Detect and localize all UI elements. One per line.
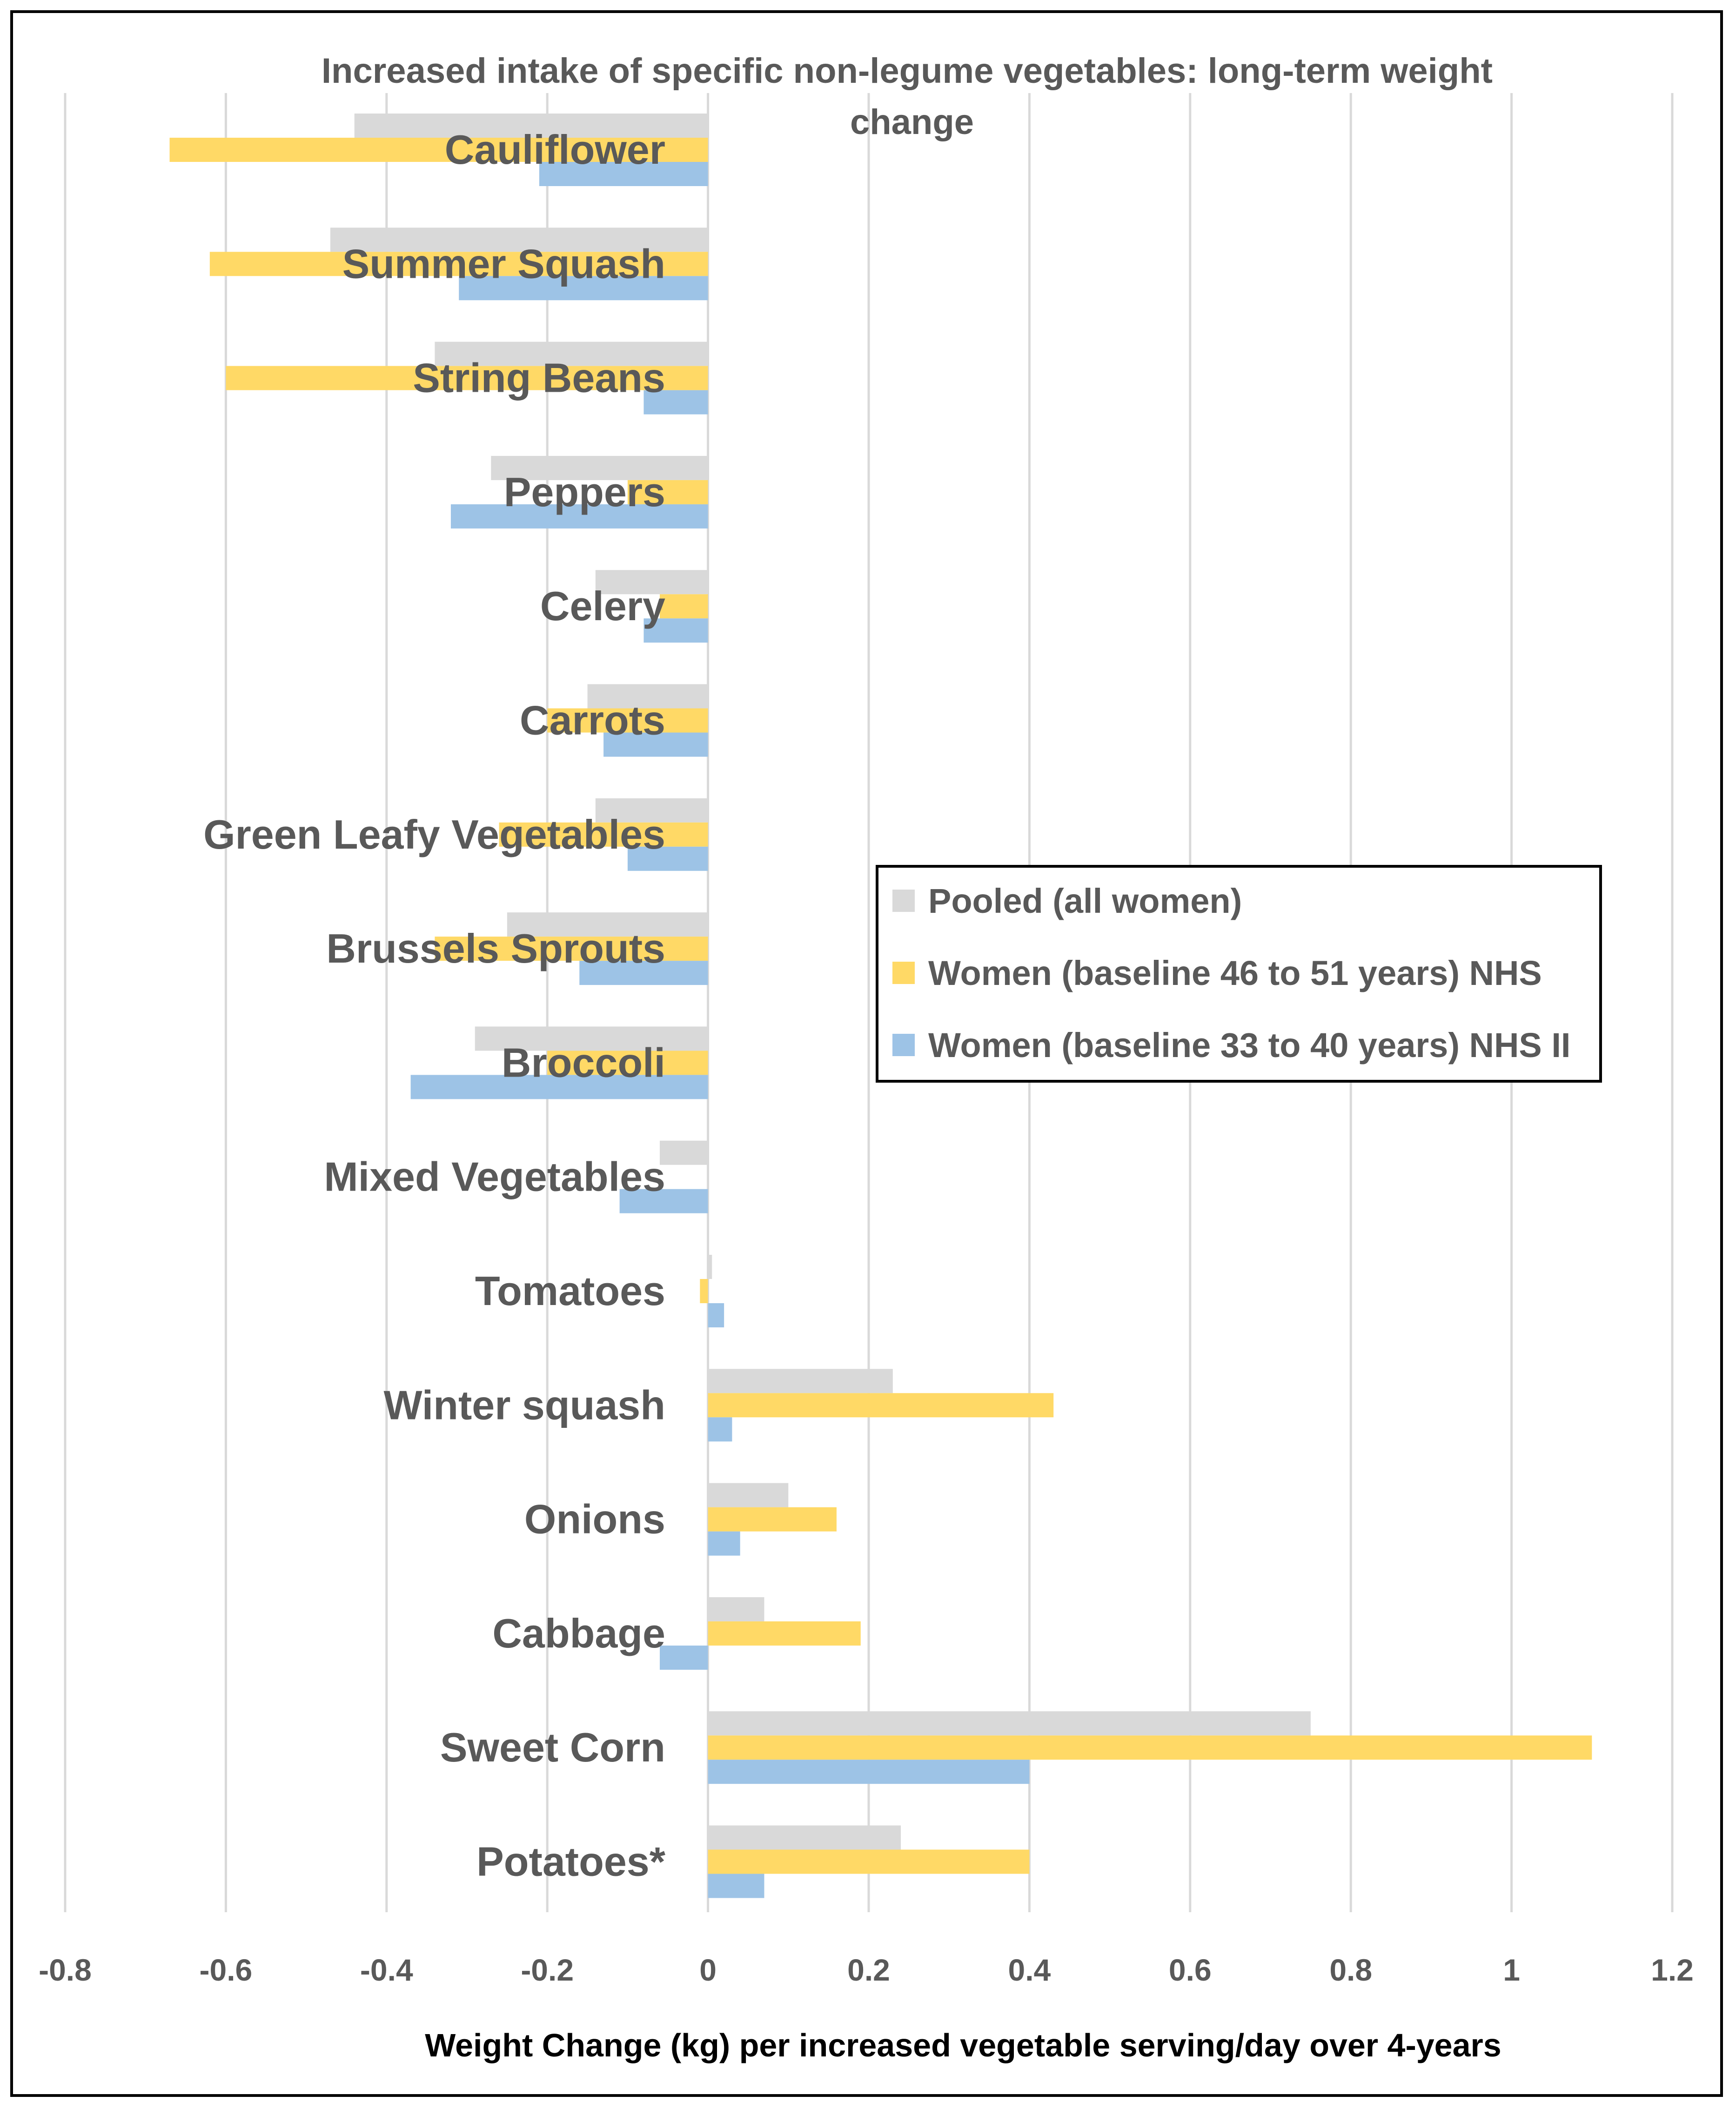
bar xyxy=(547,1051,708,1075)
category-label: Celery xyxy=(540,583,665,629)
bar xyxy=(708,1621,861,1646)
bar xyxy=(708,1711,1311,1736)
legend-swatch xyxy=(892,890,915,912)
bar xyxy=(209,252,708,276)
bar xyxy=(435,937,708,961)
legend-box xyxy=(876,865,1602,1083)
bar xyxy=(475,1026,708,1051)
bar xyxy=(603,732,708,757)
category-label: Potatoes* xyxy=(476,1839,666,1885)
legend-label: Women (baseline 33 to 40 years) NHS II xyxy=(928,1026,1570,1065)
bar xyxy=(708,1417,732,1442)
bar xyxy=(708,1507,837,1532)
x-axis-title: Weight Change (kg) per increased vegetab… xyxy=(425,2027,1501,2063)
bar xyxy=(708,1760,1030,1784)
bar xyxy=(507,912,708,937)
bar xyxy=(627,480,708,504)
bar xyxy=(619,1189,708,1213)
bar xyxy=(700,1279,708,1303)
bar xyxy=(708,1255,712,1279)
bar xyxy=(169,138,708,162)
bar xyxy=(547,708,708,733)
category-label: Sweet Corn xyxy=(440,1724,665,1770)
x-tick-label: 0.2 xyxy=(847,1953,890,1987)
x-tick-label: 1.2 xyxy=(1651,1953,1694,1987)
x-tick-label: -0.6 xyxy=(200,1953,253,1987)
category-label: Cauliflower xyxy=(445,127,665,173)
bar xyxy=(410,1075,708,1099)
chart-title: Increased intake of specific non-legume … xyxy=(322,51,1502,142)
bar xyxy=(459,276,708,301)
legend-label: Women (baseline 46 to 51 years) NHS xyxy=(928,954,1542,992)
x-tick-label: 0.8 xyxy=(1329,1953,1372,1987)
bar xyxy=(595,570,708,595)
legend-swatch xyxy=(892,1034,915,1056)
bar xyxy=(499,822,708,847)
category-label: Cabbage xyxy=(492,1610,665,1656)
category-label: Onions xyxy=(524,1496,665,1542)
bar xyxy=(708,1531,740,1556)
chart-title-line-2: change xyxy=(850,102,974,142)
x-tick-label: 1 xyxy=(1503,1953,1520,1987)
bar xyxy=(595,798,708,823)
bar xyxy=(354,114,708,138)
bar xyxy=(708,1393,1054,1418)
x-tick-label: 0.6 xyxy=(1169,1953,1212,1987)
bar xyxy=(330,228,708,252)
bar xyxy=(659,594,708,619)
bar xyxy=(539,162,708,186)
bar xyxy=(627,846,708,871)
category-label: Peppers xyxy=(504,469,665,515)
legend-label: Pooled (all women) xyxy=(928,882,1242,920)
x-tick-label: -0.8 xyxy=(39,1953,92,1987)
x-tick-label: 0.4 xyxy=(1008,1953,1051,1987)
bar xyxy=(708,1597,764,1621)
bar xyxy=(708,1483,789,1507)
category-label: Broccoli xyxy=(502,1039,665,1085)
bar xyxy=(708,1874,764,1898)
bar xyxy=(659,1645,708,1670)
category-label: String Beans xyxy=(413,355,665,401)
bar xyxy=(708,1303,724,1327)
category-label: Brussels Sprouts xyxy=(326,925,665,971)
bar xyxy=(659,1140,708,1165)
chart-title-line-1: Increased intake of specific non-legume … xyxy=(322,51,1493,91)
category-labels: Cauliflower Summer Squash String Beans Pepp… xyxy=(203,127,666,1885)
x-tick-label: 0 xyxy=(699,1953,717,1987)
category-label: Winter squash xyxy=(383,1382,665,1428)
bar xyxy=(579,961,708,985)
bar xyxy=(643,618,708,643)
category-label: Green Leafy Vegetables xyxy=(203,811,665,857)
bar xyxy=(708,1849,1030,1874)
bar xyxy=(708,1735,1592,1760)
x-tick-label: -0.4 xyxy=(360,1953,413,1987)
bar xyxy=(435,341,708,366)
category-label: Carrots xyxy=(520,697,665,743)
bar xyxy=(708,1825,901,1850)
chart-frame xyxy=(10,10,1723,2097)
bar xyxy=(226,366,708,390)
bar xyxy=(643,390,708,415)
category-label: Tomatoes xyxy=(475,1268,665,1314)
x-tick-labels: -0.8 -0.6 -0.4 -0.2 0 0.2 0.4 0.6 0.8 1 1.2 xyxy=(39,1953,1694,1987)
bar xyxy=(491,455,708,480)
bars xyxy=(169,114,1592,1898)
category-label: Summer Squash xyxy=(342,241,665,287)
bar xyxy=(708,1369,893,1393)
legend-swatch xyxy=(892,962,915,984)
category-label: Mixed Vegetables xyxy=(324,1154,665,1200)
x-tick-label: -0.2 xyxy=(521,1953,574,1987)
bar xyxy=(450,504,708,529)
legend: Pooled (all women) Women (baseline 46 to … xyxy=(876,865,1602,1083)
bar xyxy=(587,684,708,709)
